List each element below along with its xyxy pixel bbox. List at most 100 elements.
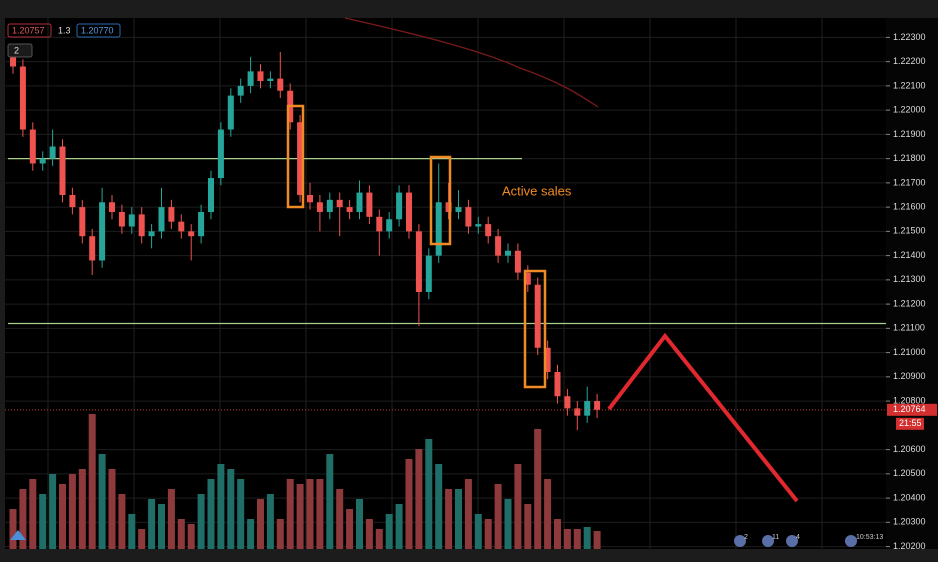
volume-bar	[316, 479, 324, 549]
candle-body	[524, 272, 531, 285]
y-tick-label: 1.21300	[893, 274, 926, 284]
volume-bar	[98, 454, 106, 549]
volume-bar	[167, 489, 175, 549]
event-count: 2	[744, 534, 748, 541]
event-count: 4	[796, 534, 800, 541]
volume-bar	[68, 474, 76, 549]
candle-body	[59, 146, 66, 195]
y-tick-label: 1.21900	[893, 129, 926, 139]
candles	[10, 49, 601, 431]
candle-body	[10, 56, 16, 67]
volume-bar	[455, 489, 462, 549]
y-tick-label: 1.22200	[893, 56, 926, 66]
event-icon[interactable]	[786, 535, 798, 547]
y-tick-label: 1.20600	[893, 444, 926, 454]
volume-bar	[474, 514, 482, 549]
event-icon[interactable]	[762, 535, 774, 547]
volume-bar	[415, 449, 423, 549]
volume-bar	[504, 499, 512, 549]
volume-bar	[306, 479, 314, 549]
volume-bar	[59, 484, 66, 549]
header: 1.20757 1.3 1.20770 2	[7, 23, 121, 58]
candle-body	[39, 158, 46, 164]
volume-bar	[257, 499, 264, 549]
candle-body	[435, 202, 442, 256]
volume-bar	[158, 504, 165, 549]
candle-body	[415, 231, 422, 292]
candle-body	[257, 71, 264, 82]
candle-body	[326, 199, 333, 212]
y-tick-label: 1.20800	[893, 395, 926, 405]
vertical-grid	[47, 18, 823, 549]
current-price: 1.20764 21:55	[5, 403, 937, 430]
grid	[5, 36, 886, 548]
layers: 2	[14, 45, 19, 55]
y-tick-label: 1.21000	[893, 347, 926, 357]
volume-bar	[217, 464, 225, 549]
layers-box[interactable]	[7, 43, 33, 58]
candle-body	[574, 408, 581, 416]
candle-body	[406, 192, 412, 232]
plot-area	[5, 18, 886, 549]
volume-bar	[227, 469, 235, 549]
volume-bar	[425, 439, 433, 549]
candle-body	[148, 231, 155, 237]
candle-body	[297, 122, 304, 195]
volume-bar	[375, 529, 383, 549]
candle-body	[198, 211, 205, 237]
candle-body	[168, 207, 175, 222]
y-tick-label: 1.20300	[893, 517, 926, 527]
volume-bar	[49, 474, 57, 549]
candle-body	[138, 214, 145, 237]
candle-body	[267, 78, 274, 82]
candle-body	[89, 236, 96, 261]
y-tick-label: 1.22000	[893, 105, 926, 115]
volume-bar	[19, 489, 27, 549]
volume-bar	[118, 494, 126, 549]
candle-body	[79, 207, 86, 237]
y-tick-label: 1.21400	[893, 250, 926, 260]
volume-bar	[395, 504, 403, 549]
volume-bar	[573, 529, 581, 549]
y-tick-label: 1.20200	[893, 541, 926, 551]
candle-body	[376, 216, 383, 232]
volume-bar	[197, 494, 205, 549]
candle-body	[158, 207, 165, 232]
y-tick-label: 1.21800	[893, 153, 926, 163]
volume-bar	[207, 479, 215, 549]
candle-body	[514, 250, 521, 273]
volume-bar	[365, 519, 373, 549]
y-tick-label: 1.20400	[893, 492, 926, 502]
clock-icon	[845, 535, 857, 547]
volume-bar	[494, 484, 502, 549]
candle-body	[505, 250, 511, 256]
candle-body	[19, 66, 26, 130]
volume-bar	[286, 479, 294, 549]
candle-body	[386, 219, 393, 232]
y-tick-label: 1.20900	[893, 371, 926, 381]
volume-bar	[108, 469, 116, 549]
volume-bar	[445, 489, 453, 549]
ask: 1.20770	[81, 25, 114, 35]
volume-bar	[276, 519, 284, 549]
candle-body	[316, 202, 323, 212]
highlight-box	[429, 155, 452, 246]
price-axis	[886, 18, 938, 549]
candle-body	[237, 85, 244, 96]
volume-bar	[39, 494, 47, 549]
axis: 1.22300 1.22200 1.22100 1.22000 1.21900 1.218…	[886, 32, 926, 551]
clock: 10:53:13	[856, 534, 883, 541]
candle-body	[475, 224, 482, 227]
volume-bar	[385, 514, 393, 549]
candle-body	[534, 284, 541, 348]
volume-bar	[484, 519, 492, 549]
candle-body	[396, 192, 403, 220]
candle-body	[247, 71, 254, 86]
volume-bar	[128, 514, 136, 549]
event-icon[interactable]	[734, 535, 746, 547]
annotation: Active sales	[502, 183, 572, 198]
candle-body	[99, 202, 106, 261]
volume-bar	[148, 499, 156, 549]
